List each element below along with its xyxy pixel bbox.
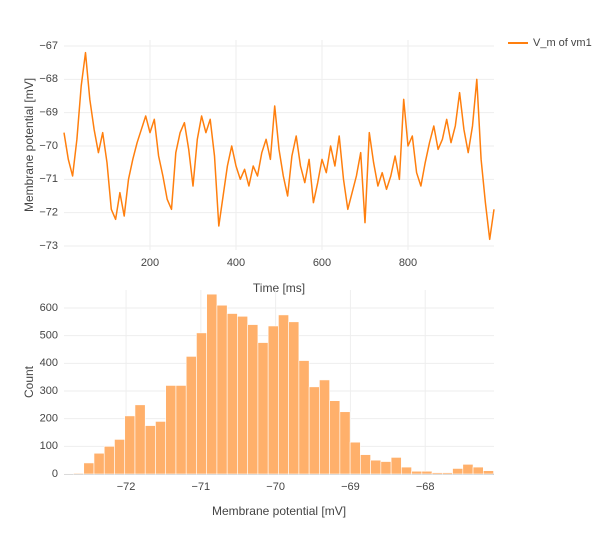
- histogram-bar: [103, 446, 115, 475]
- x-tick-label: 600: [313, 257, 331, 269]
- y-tick-label: 0: [52, 468, 58, 480]
- histogram-bar: [93, 452, 105, 475]
- y-tick-label: 200: [40, 413, 58, 425]
- x-tick-label: 800: [399, 257, 417, 269]
- y-axis-title: Membrane potential [mV]: [22, 78, 36, 212]
- histogram-bar: [237, 315, 248, 475]
- histogram-bar: [175, 385, 187, 475]
- y-tick-label: −73: [39, 240, 58, 252]
- histogram-bar: [483, 470, 494, 475]
- histogram-bar: [155, 421, 167, 475]
- x-axis-title: Time [ms]: [253, 281, 305, 295]
- histogram-bar: [431, 472, 443, 475]
- histogram-bar: [421, 470, 433, 475]
- histogram-bar: [472, 466, 484, 475]
- histogram-bar: [114, 439, 126, 475]
- y-tick-label: −70: [39, 140, 58, 152]
- histogram-bar: [339, 411, 351, 475]
- x-axis-title: Membrane potential [mV]: [212, 504, 346, 518]
- histogram-bar: [83, 462, 95, 475]
- x-tick-label: −71: [192, 481, 211, 493]
- histogram-bar: [206, 293, 218, 475]
- y-tick-label: −69: [39, 107, 58, 119]
- histogram-bar: [401, 466, 412, 475]
- histogram-bar: [196, 332, 207, 475]
- histogram-bar: [226, 313, 238, 475]
- x-tick-label: −72: [117, 481, 136, 493]
- x-tick-label: −68: [416, 481, 435, 493]
- y-tick-label: 100: [40, 440, 58, 452]
- histogram-bar: [144, 425, 156, 475]
- histogram-bar: [73, 472, 85, 475]
- histogram-bar: [329, 400, 341, 475]
- histogram-bar: [298, 360, 310, 475]
- histogram-bar: [165, 385, 177, 475]
- histogram-bar: [134, 404, 146, 475]
- x-tick-label: −69: [341, 481, 360, 493]
- histogram-bar: [288, 321, 300, 475]
- x-tick-label: 400: [227, 257, 245, 269]
- legend-label: V_m of vm1: [533, 37, 592, 49]
- y-tick-label: −67: [39, 40, 58, 52]
- y-axis-title: Count: [22, 365, 36, 398]
- histogram-bar: [411, 470, 423, 475]
- histogram-bar: [257, 342, 269, 475]
- histogram-bar: [380, 461, 392, 475]
- x-tick-label: 200: [141, 257, 159, 269]
- y-tick-label: −72: [39, 207, 58, 219]
- histogram-bar: [62, 473, 74, 475]
- histogram-bar: [278, 314, 289, 475]
- histogram-bar: [319, 379, 330, 475]
- histogram-bar: [349, 441, 361, 475]
- x-tick-label: −70: [266, 481, 285, 493]
- histogram-bar: [462, 464, 474, 475]
- histogram-bar: [216, 304, 228, 475]
- y-tick-label: −71: [39, 173, 58, 185]
- y-tick-label: 400: [40, 357, 58, 369]
- histogram-bar: [370, 459, 382, 475]
- histogram-bar: [390, 457, 402, 475]
- histogram-bar: [185, 356, 197, 475]
- histogram-bar: [360, 454, 371, 475]
- histogram-bar: [452, 468, 464, 475]
- histogram-bar: [124, 415, 136, 475]
- line-series: [63, 51, 495, 241]
- histogram-bar: [267, 325, 279, 475]
- y-tick-label: −68: [39, 73, 58, 85]
- histogram-bar: [442, 472, 453, 475]
- y-tick-label: 300: [40, 385, 58, 397]
- histogram-bar: [247, 324, 259, 475]
- histogram-bar: [308, 386, 320, 475]
- y-tick-label: 600: [40, 302, 58, 314]
- y-tick-label: 500: [40, 330, 58, 342]
